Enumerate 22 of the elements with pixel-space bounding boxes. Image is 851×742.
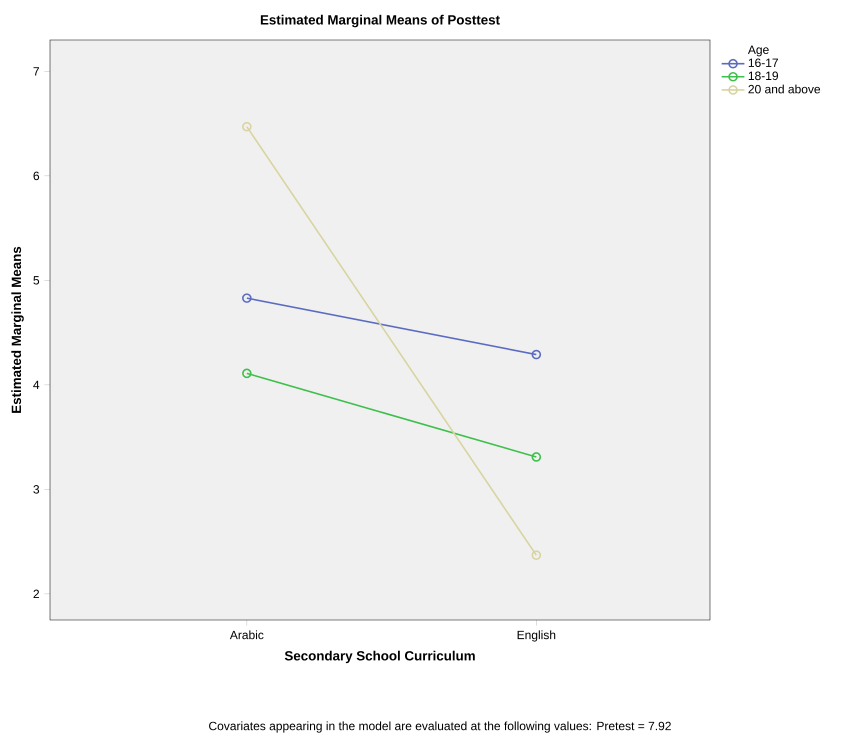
- legend-label: 20 and above: [748, 84, 820, 94]
- y-tick-label: 3: [33, 485, 40, 494]
- y-tick-label: 6: [34, 172, 40, 180]
- chart-title: Estimated Marginal Means of Posttest: [260, 14, 500, 28]
- point: [242, 368, 252, 378]
- point: [532, 452, 542, 462]
- y-tick-label: 5: [33, 276, 40, 285]
- y-tick-label: 4: [33, 380, 40, 389]
- x-tick-label: English: [518, 630, 556, 642]
- legend-label: 16-17: [748, 58, 778, 68]
- x-tick-label: Arabic: [230, 630, 264, 640]
- y-tick-label: 7: [34, 67, 39, 76]
- y-axis-title: Estimated Marginal Means: [11, 246, 24, 413]
- point: [532, 550, 542, 560]
- point: [532, 350, 542, 360]
- x-axis-title: Secondary School Curriculum: [284, 650, 475, 664]
- legend-label: 18-19: [748, 72, 778, 80]
- point: [242, 293, 252, 303]
- y-tick-label: 2: [34, 590, 39, 598]
- legend-title: Age: [748, 46, 769, 56]
- text: Covariates appearing in the model are evaluated at the following values: Pretest = 7.92: [209, 721, 671, 733]
- point: [242, 122, 252, 132]
